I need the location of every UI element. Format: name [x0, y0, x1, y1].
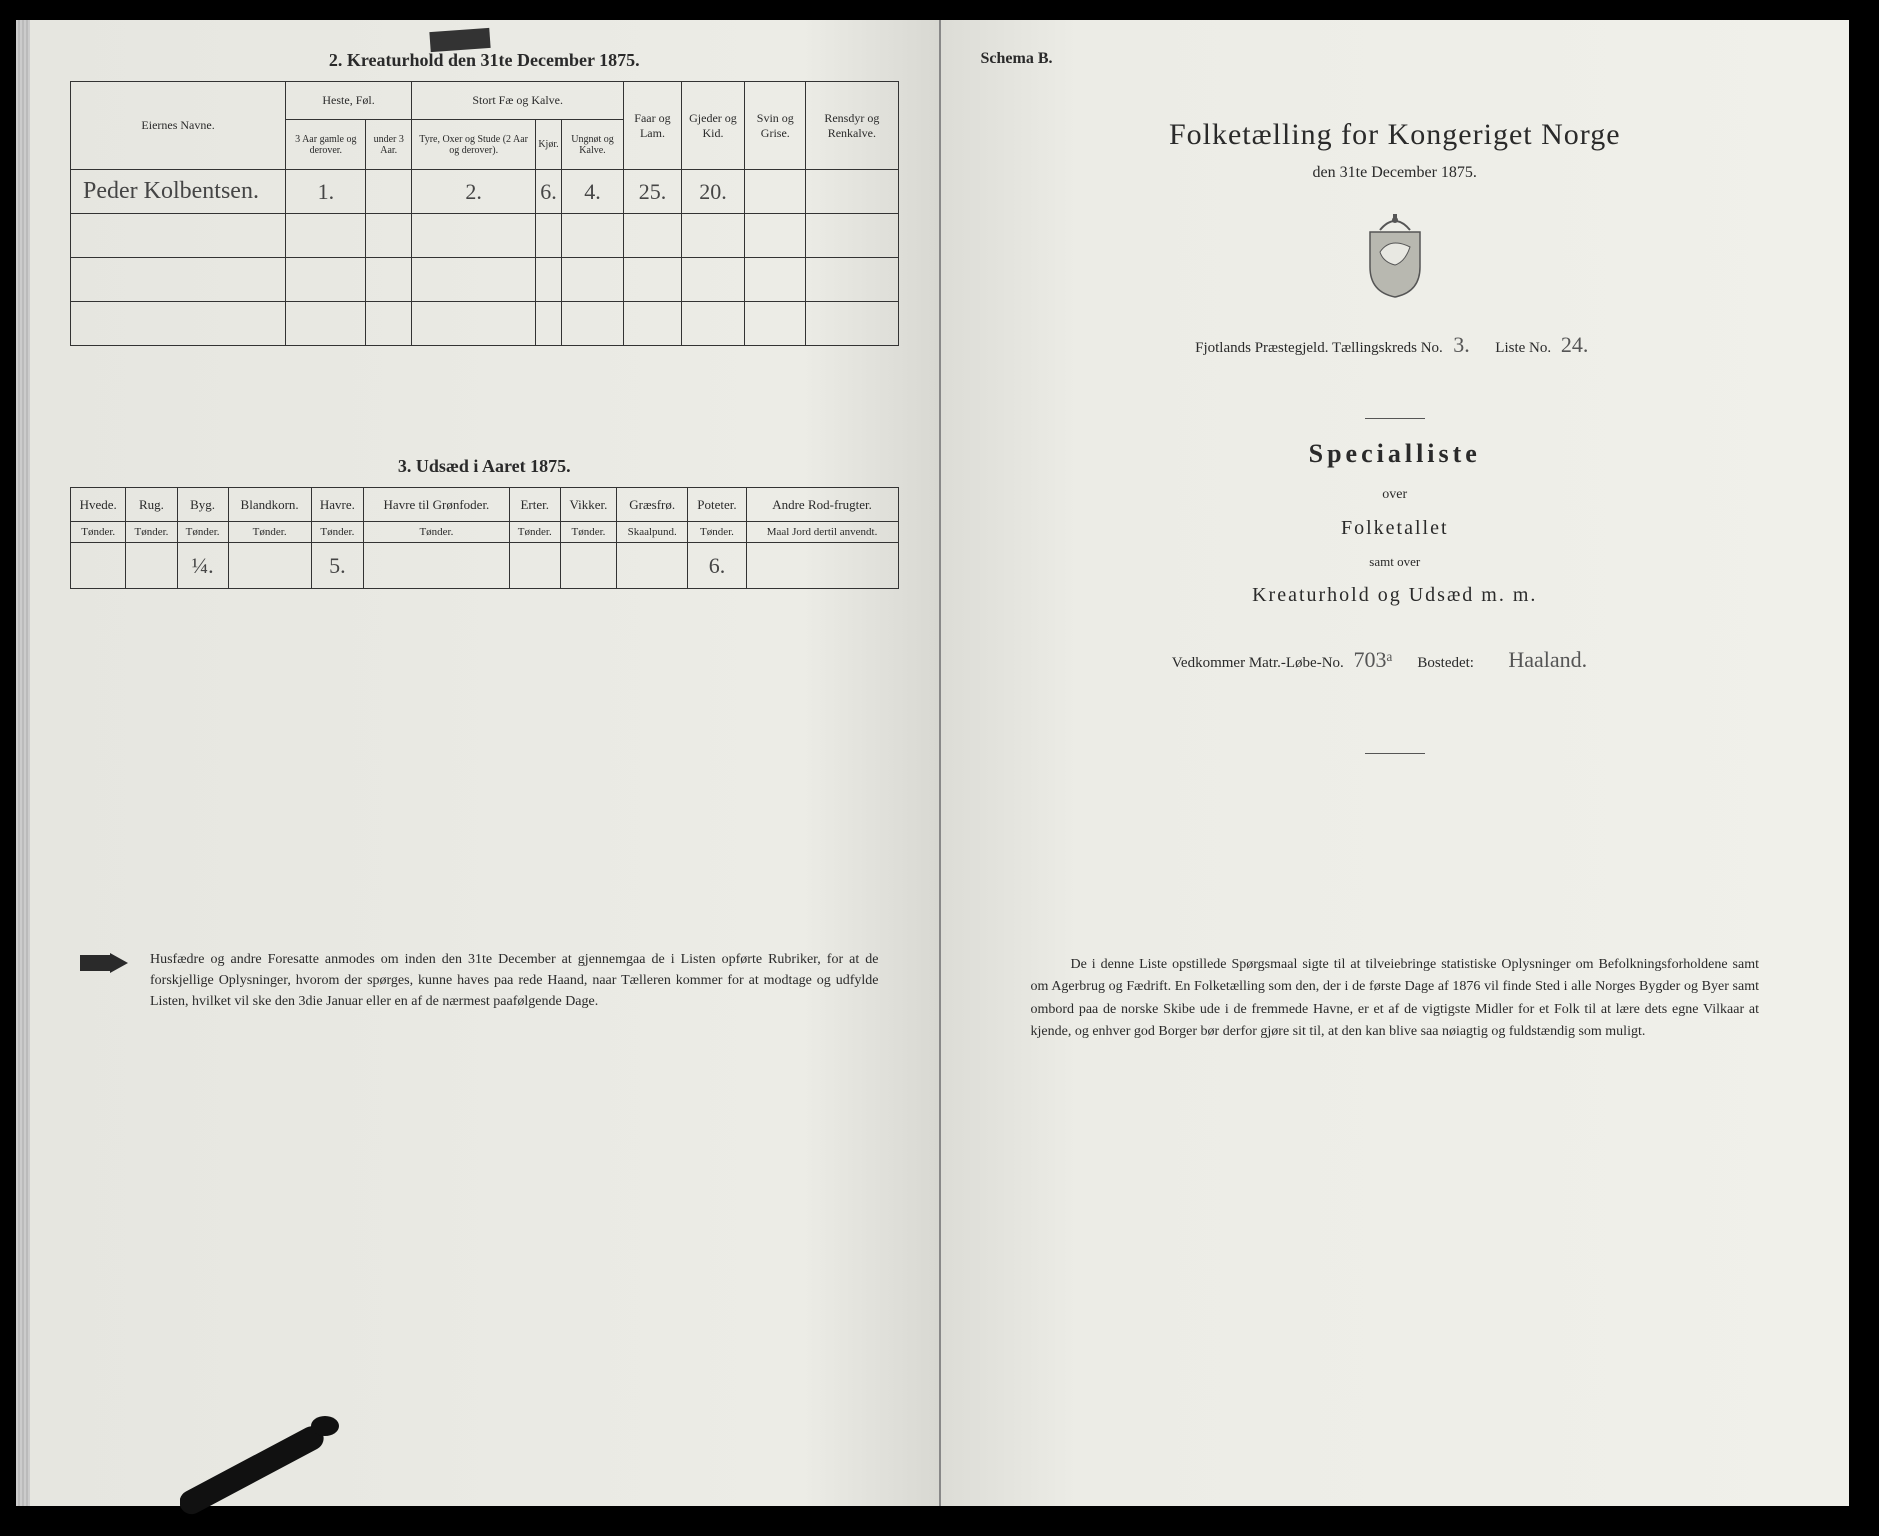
page-edge-stack: [16, 20, 30, 1506]
right-footnote: De i denne Liste opstillede Spørgsmaal s…: [981, 954, 1810, 1044]
ved-label1: Vedkommer Matr.-Løbe-No.: [1172, 655, 1344, 671]
cell-svin: [745, 170, 806, 214]
t2-sub-row: Tønder. Tønder. Tønder. Tønder. Tønder. …: [71, 522, 899, 543]
liste-no: 24.: [1555, 332, 1595, 358]
praeste-label: Fjotlands Præstegjeld. Tællingskreds No.: [1195, 340, 1443, 356]
th-eier: Eiernes Navne.: [71, 82, 286, 170]
pointing-hand-icon: [80, 951, 130, 975]
t2s3: Tønder.: [228, 522, 311, 543]
cell-hesteu3: [366, 170, 411, 214]
t2h2: Byg.: [177, 488, 228, 522]
tape-mark: [429, 28, 490, 52]
t2c6: [509, 543, 560, 589]
t2h6: Erter.: [509, 488, 560, 522]
book-spread: 2. Kreaturhold den 31te December 1875. E…: [30, 20, 1849, 1506]
th-s2: Kjør.: [536, 120, 561, 170]
t2h9: Poteter.: [688, 488, 746, 522]
t2c1: [126, 543, 177, 589]
t2h0: Hvede.: [71, 488, 126, 522]
t2s6: Tønder.: [509, 522, 560, 543]
cell-tyre: 2.: [411, 170, 535, 214]
folketallet-label: Folketallet: [981, 517, 1810, 540]
ved-label2: Bostedet:: [1417, 655, 1474, 671]
cell-heste3: 1.: [286, 170, 366, 214]
cell-name: Peder Kolbentsen.: [71, 170, 286, 214]
vedkommer-line: Vedkommer Matr.-Løbe-No. 703ᵃ Bostedet: …: [981, 647, 1810, 673]
cell-ungnot: 4.: [561, 170, 624, 214]
schema-label: Schema B.: [981, 50, 1810, 68]
cell-gjeder: 20.: [681, 170, 745, 214]
cell-kjor: 6.: [536, 170, 561, 214]
coat-of-arms-icon: [1360, 212, 1430, 302]
over-label: over: [981, 487, 1810, 503]
th-h2: under 3 Aar.: [366, 120, 411, 170]
right-page: Schema B. Folketælling for Kongeriget No…: [941, 20, 1850, 1506]
t2s8: Skaalpund.: [617, 522, 688, 543]
th-stort: Stort Fæ og Kalve.: [411, 82, 623, 120]
t2h3: Blandkorn.: [228, 488, 311, 522]
divider: [1365, 753, 1425, 754]
t2s0: Tønder.: [71, 522, 126, 543]
t2c2: ¼.: [177, 543, 228, 589]
section3-title: 3. Udsæd i Aaret 1875.: [70, 456, 899, 477]
note-text: Husfædre og andre Foresatte anmodes om i…: [150, 952, 879, 1009]
kreaturhold-label: Kreaturhold og Udsæd m. m.: [981, 584, 1810, 607]
t2h10: Andre Rod-frugter.: [746, 488, 898, 522]
t2s2: Tønder.: [177, 522, 228, 543]
livestock-table: Eiernes Navne. Heste, Føl. Stort Fæ og K…: [70, 81, 899, 346]
samt-label: samt over: [981, 554, 1810, 570]
t2h8: Græsfrø.: [617, 488, 688, 522]
th-faar: Faar og Lam.: [624, 82, 681, 170]
cell-rensdyr: [806, 170, 898, 214]
th-heste: Heste, Føl.: [286, 82, 412, 120]
t2h1: Rug.: [126, 488, 177, 522]
t2s5: Tønder.: [364, 522, 510, 543]
t2c9: 6.: [688, 543, 746, 589]
t2c4: 5.: [311, 543, 364, 589]
table-row: Peder Kolbentsen. 1. 2. 6. 4. 25. 20.: [71, 170, 899, 214]
liste-label: Liste No.: [1495, 340, 1551, 356]
t2-header-row: Hvede. Rug. Byg. Blandkorn. Havre. Havre…: [71, 488, 899, 522]
specialliste-title: Specialliste: [981, 439, 1810, 469]
main-title: Folketælling for Kongeriget Norge: [981, 118, 1810, 152]
left-footnote: Husfædre og andre Foresatte anmodes om i…: [70, 949, 899, 1012]
t2c0: [71, 543, 126, 589]
t2s1: Tønder.: [126, 522, 177, 543]
table-row: ¼. 5. 6.: [71, 543, 899, 589]
t2c10: [746, 543, 898, 589]
cell-faar: 25.: [624, 170, 681, 214]
t2h7: Vikker.: [560, 488, 616, 522]
th-rensdyr: Rensdyr og Renkalve.: [806, 82, 898, 170]
pen-icon: [180, 1406, 400, 1526]
sowing-table: Hvede. Rug. Byg. Blandkorn. Havre. Havre…: [70, 487, 899, 589]
table-row: [71, 214, 899, 258]
th-h1: 3 Aar gamle og derover.: [286, 120, 366, 170]
table-row: [71, 302, 899, 346]
section2-title: 2. Kreaturhold den 31te December 1875.: [70, 50, 899, 71]
t2s4: Tønder.: [311, 522, 364, 543]
t2c5: [364, 543, 510, 589]
t2c8: [617, 543, 688, 589]
t2s9: Tønder.: [688, 522, 746, 543]
t2c7: [560, 543, 616, 589]
district-line: Fjotlands Præstegjeld. Tællingskreds No.…: [981, 332, 1810, 358]
table-row: [71, 258, 899, 302]
divider: [1365, 418, 1425, 419]
th-svin: Svin og Grise.: [745, 82, 806, 170]
th-s3: Ungnøt og Kalve.: [561, 120, 624, 170]
t2s10: Maal Jord dertil anvendt.: [746, 522, 898, 543]
sub-date: den 31te December 1875.: [981, 164, 1810, 182]
t2h4: Havre.: [311, 488, 364, 522]
t2s7: Tønder.: [560, 522, 616, 543]
t2c3: [228, 543, 311, 589]
left-page: 2. Kreaturhold den 31te December 1875. E…: [30, 20, 941, 1506]
matr-no: 703ᵃ: [1348, 647, 1399, 673]
kreds-no: 3.: [1447, 332, 1477, 358]
th-gjeder: Gjeder og Kid.: [681, 82, 745, 170]
bosted: Haaland.: [1478, 647, 1618, 673]
t2h5: Havre til Grønfoder.: [364, 488, 510, 522]
th-s1: Tyre, Oxer og Stude (2 Aar og derover).: [411, 120, 535, 170]
